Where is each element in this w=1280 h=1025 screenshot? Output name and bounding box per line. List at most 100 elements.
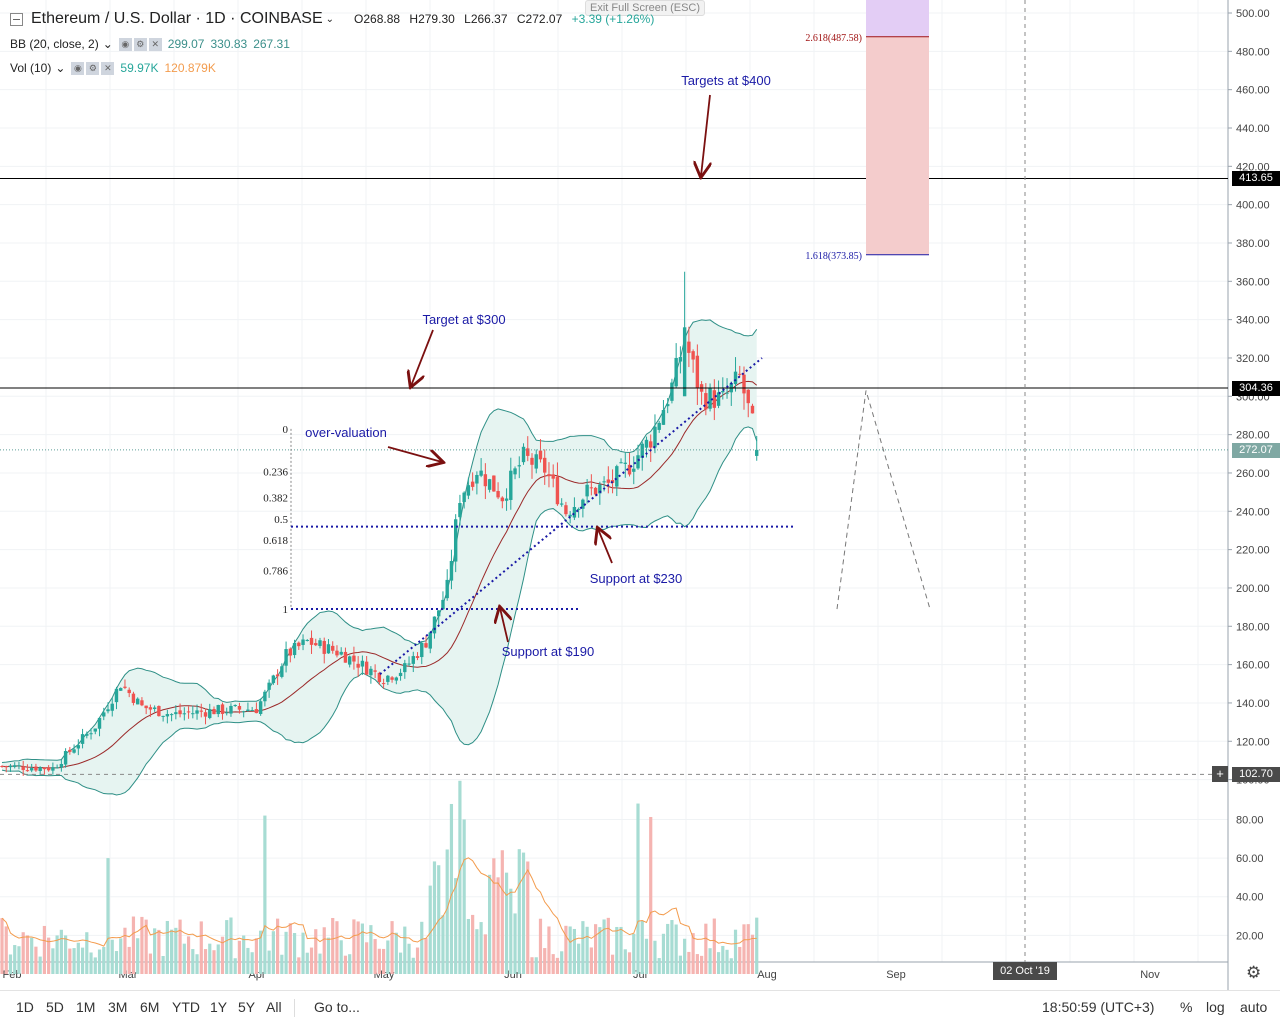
volume-bar <box>479 922 483 974</box>
volume-bar <box>220 936 225 974</box>
volume-bar <box>606 917 610 974</box>
candle-body <box>721 390 725 393</box>
timeframe-ytd[interactable]: YTD <box>172 999 200 1015</box>
vol-label[interactable]: Vol (10) <box>10 61 52 75</box>
timeframe-3m[interactable]: 3M <box>108 999 128 1015</box>
timeframe-6m[interactable]: 6M <box>140 999 160 1015</box>
volume-bar <box>449 803 454 974</box>
volume-bar <box>119 938 123 974</box>
candle-body <box>275 674 280 677</box>
candle-body <box>144 705 148 709</box>
volume-bar <box>212 950 216 974</box>
volume-ma-line <box>1 857 757 947</box>
change-value: +3.39 (+1.26%) <box>571 12 655 26</box>
candle-body <box>441 599 445 610</box>
timeframe-1d[interactable]: 1D <box>16 999 34 1015</box>
candle-body <box>309 637 314 645</box>
chevron-down-icon[interactable]: ⌄ <box>55 61 66 75</box>
volume-bar <box>746 924 750 974</box>
exit-fullscreen-button[interactable]: Exit Full Screen (ESC) <box>585 0 706 16</box>
candle-body <box>538 450 543 460</box>
clock-display[interactable]: 18:50:59 (UTC+3) <box>1042 999 1155 1015</box>
time-tick-label: Jun <box>504 969 522 981</box>
volume-bar <box>678 955 682 974</box>
volume-bar <box>59 929 63 974</box>
candle-body <box>543 457 547 473</box>
volume-bar <box>441 915 445 974</box>
volume-bar <box>335 921 339 974</box>
price-tag-cursor: 102.70 <box>1232 767 1280 782</box>
candle-body <box>59 763 64 768</box>
goto-button[interactable]: Go to... <box>314 999 360 1015</box>
auto-toggle[interactable]: auto <box>1240 999 1268 1015</box>
crosshair-icon: + <box>1212 766 1228 782</box>
candle-body <box>343 651 348 663</box>
volume-bar <box>661 933 666 974</box>
candle-body <box>267 682 271 690</box>
candle-body <box>220 704 225 714</box>
projection-path <box>836 390 931 610</box>
eye-icon[interactable]: ◉ <box>71 61 85 75</box>
timeframe-5y[interactable]: 5Y <box>238 999 256 1015</box>
bb-indicator-row: BB (20, close, 2) ⌄ ◉ ⚙ ✕ 299.07 330.83 … <box>10 37 290 51</box>
volume-bar <box>360 923 364 974</box>
volume-bar <box>25 935 30 974</box>
volume-bar <box>165 920 169 974</box>
volume-bar <box>500 850 504 974</box>
candle-body <box>492 475 496 492</box>
candle-body <box>123 686 127 688</box>
volume-bar <box>594 924 598 974</box>
close-icon[interactable]: ✕ <box>148 37 162 51</box>
settings-icon[interactable]: ⚙ <box>133 37 147 51</box>
bb-label[interactable]: BB (20, close, 2) <box>10 37 99 51</box>
candle-body <box>161 715 165 717</box>
candle-body <box>687 341 691 353</box>
volume-bar <box>242 935 246 974</box>
candle-body <box>572 506 577 518</box>
candle-body <box>63 751 68 765</box>
volume-tick-label: 60.00 <box>1236 853 1264 865</box>
candle-body <box>547 474 551 477</box>
timeframe-1y[interactable]: 1Y <box>210 999 228 1015</box>
candle-body <box>55 767 59 769</box>
timeframe-all[interactable]: All <box>266 999 282 1015</box>
volume-bar <box>619 926 623 974</box>
candle-body <box>589 487 594 489</box>
fib-level-label: 0.5 <box>274 514 288 526</box>
candle-body <box>76 745 81 749</box>
candle-body <box>437 610 441 617</box>
volume-tick-label: 20.00 <box>1236 930 1264 942</box>
chevron-down-icon[interactable]: ⌄ <box>102 37 113 51</box>
eye-icon[interactable]: ◉ <box>118 37 132 51</box>
timeframe-5d[interactable]: 5D <box>46 999 64 1015</box>
candle-body <box>360 660 365 667</box>
timeframe-1m[interactable]: 1M <box>76 999 96 1015</box>
candle-body <box>318 640 322 646</box>
candle-body <box>106 709 110 712</box>
volume-bar <box>492 858 496 974</box>
candle-body <box>670 382 674 401</box>
volume-bar <box>186 936 191 974</box>
chevron-down-icon[interactable]: ⌄ <box>325 13 335 25</box>
candle-body <box>169 714 174 716</box>
symbol-title[interactable]: Ethereum / U.S. Dollar · 1D · COINBASE <box>31 10 323 27</box>
ohlc-values: O268.88 H279.30 L266.37 C272.07 +3.39 (+… <box>354 12 660 26</box>
candle-body <box>34 766 38 771</box>
volume-bar <box>322 927 326 974</box>
volume-bar <box>267 950 271 974</box>
candle-body <box>0 765 4 767</box>
candle-body <box>212 709 216 715</box>
candle-body <box>233 705 237 707</box>
collapse-icon[interactable] <box>10 12 23 26</box>
settings-icon[interactable]: ⚙ <box>86 61 100 75</box>
log-toggle[interactable]: log <box>1206 999 1225 1015</box>
close-icon[interactable]: ✕ <box>101 61 115 75</box>
chart-canvas[interactable]: 100.00120.00140.00160.00180.00200.00220.… <box>0 0 1280 990</box>
chart-settings-icon[interactable]: ⚙ <box>1246 963 1262 982</box>
percent-toggle[interactable]: % <box>1180 999 1193 1015</box>
candle-body <box>746 389 750 404</box>
volume-bar <box>21 932 25 974</box>
candle-body <box>174 712 178 715</box>
candle-body <box>682 327 687 397</box>
candle-body <box>13 765 17 767</box>
